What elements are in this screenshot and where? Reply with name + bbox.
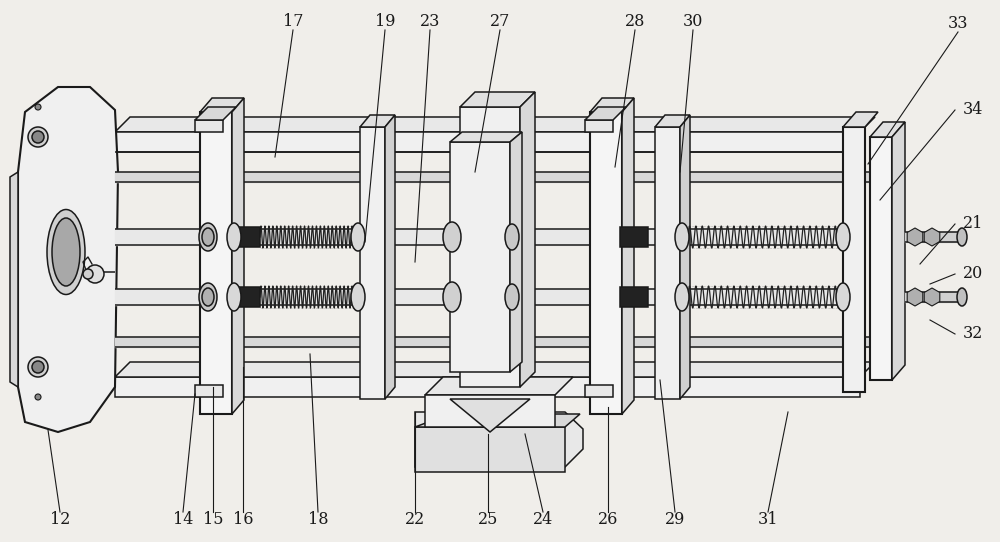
- Bar: [232, 287, 260, 307]
- Polygon shape: [655, 115, 690, 127]
- Ellipse shape: [202, 288, 214, 306]
- Polygon shape: [924, 288, 940, 306]
- Polygon shape: [907, 228, 923, 246]
- Polygon shape: [510, 132, 522, 372]
- Polygon shape: [360, 115, 395, 127]
- Polygon shape: [870, 122, 905, 137]
- Text: 28: 28: [625, 14, 645, 30]
- Polygon shape: [843, 127, 865, 392]
- Ellipse shape: [227, 283, 241, 311]
- Polygon shape: [585, 120, 613, 132]
- Ellipse shape: [836, 283, 850, 311]
- Polygon shape: [590, 112, 622, 414]
- Ellipse shape: [351, 283, 365, 311]
- Polygon shape: [680, 115, 690, 399]
- Ellipse shape: [957, 228, 967, 246]
- Bar: [620, 227, 648, 247]
- Ellipse shape: [227, 223, 241, 251]
- Polygon shape: [585, 107, 626, 120]
- Polygon shape: [195, 120, 223, 132]
- Ellipse shape: [202, 228, 214, 246]
- Ellipse shape: [836, 223, 850, 251]
- Bar: [232, 227, 260, 247]
- Text: 14: 14: [173, 512, 193, 528]
- Ellipse shape: [47, 210, 85, 294]
- Text: 27: 27: [490, 14, 510, 30]
- Polygon shape: [924, 228, 940, 246]
- Text: 19: 19: [375, 14, 395, 30]
- Polygon shape: [415, 414, 580, 427]
- Polygon shape: [450, 399, 530, 432]
- Circle shape: [28, 357, 48, 377]
- Ellipse shape: [505, 224, 519, 250]
- Polygon shape: [870, 137, 892, 380]
- Text: 17: 17: [283, 14, 303, 30]
- Circle shape: [86, 265, 104, 283]
- Text: 25: 25: [478, 512, 498, 528]
- Text: 15: 15: [203, 512, 223, 528]
- Polygon shape: [450, 132, 522, 142]
- Polygon shape: [907, 288, 923, 306]
- Circle shape: [32, 361, 44, 373]
- Circle shape: [35, 104, 41, 110]
- Ellipse shape: [675, 283, 689, 311]
- Ellipse shape: [199, 283, 217, 311]
- Polygon shape: [590, 98, 634, 112]
- Circle shape: [35, 394, 41, 400]
- Polygon shape: [115, 362, 875, 377]
- Polygon shape: [195, 385, 223, 397]
- Bar: [620, 287, 648, 307]
- Circle shape: [32, 131, 44, 143]
- Text: 26: 26: [598, 512, 618, 528]
- Polygon shape: [10, 172, 18, 387]
- Ellipse shape: [675, 223, 689, 251]
- Polygon shape: [415, 412, 583, 467]
- Ellipse shape: [505, 284, 519, 310]
- Circle shape: [83, 269, 93, 279]
- Polygon shape: [200, 98, 244, 112]
- Ellipse shape: [957, 288, 967, 306]
- Polygon shape: [385, 115, 395, 399]
- Polygon shape: [115, 377, 860, 397]
- Text: 20: 20: [963, 266, 983, 282]
- Ellipse shape: [52, 218, 80, 286]
- Polygon shape: [195, 107, 236, 120]
- Text: 12: 12: [50, 512, 70, 528]
- Polygon shape: [892, 122, 905, 380]
- Ellipse shape: [199, 223, 217, 251]
- Polygon shape: [520, 92, 535, 387]
- Text: 23: 23: [420, 14, 440, 30]
- Text: 24: 24: [533, 512, 553, 528]
- Polygon shape: [425, 395, 555, 427]
- Text: 16: 16: [233, 512, 253, 528]
- Polygon shape: [460, 107, 520, 387]
- Text: 21: 21: [963, 216, 983, 233]
- Polygon shape: [425, 377, 573, 395]
- Text: 18: 18: [308, 512, 328, 528]
- Text: 30: 30: [683, 14, 703, 30]
- Polygon shape: [655, 127, 680, 399]
- Bar: [415, 427, 565, 472]
- Polygon shape: [360, 127, 385, 399]
- Polygon shape: [232, 98, 244, 414]
- Ellipse shape: [443, 282, 461, 312]
- Ellipse shape: [443, 222, 461, 252]
- Polygon shape: [115, 132, 860, 152]
- Text: 32: 32: [963, 326, 983, 343]
- Polygon shape: [460, 92, 535, 107]
- Circle shape: [28, 127, 48, 147]
- Polygon shape: [450, 142, 510, 372]
- Text: 29: 29: [665, 512, 685, 528]
- Text: 31: 31: [758, 512, 778, 528]
- Text: 33: 33: [948, 16, 968, 33]
- Text: 34: 34: [963, 101, 983, 119]
- Text: 22: 22: [405, 512, 425, 528]
- Polygon shape: [200, 112, 232, 414]
- Ellipse shape: [351, 223, 365, 251]
- Polygon shape: [843, 112, 878, 127]
- Polygon shape: [115, 117, 875, 132]
- Polygon shape: [585, 385, 613, 397]
- Polygon shape: [622, 98, 634, 414]
- Polygon shape: [18, 87, 118, 432]
